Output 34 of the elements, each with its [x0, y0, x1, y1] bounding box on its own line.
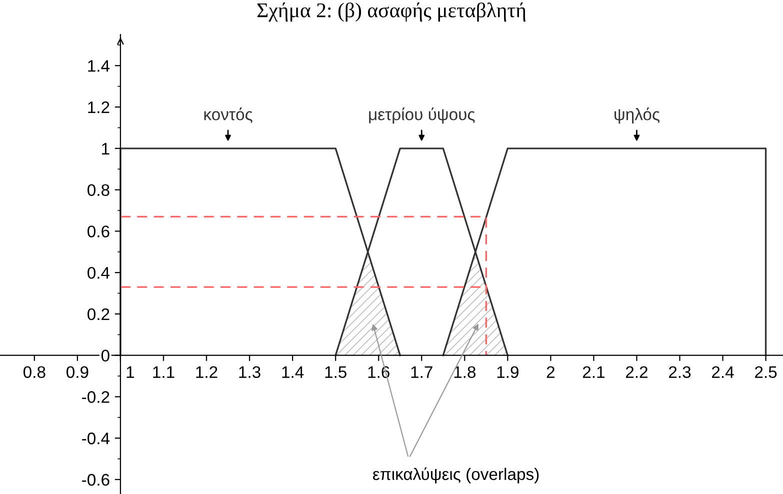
y-tick-label: 0.2 [88, 308, 110, 320]
x-tick-label: 1.6 [368, 366, 390, 378]
series-label: μετρίου ύψους [369, 108, 475, 124]
x-tick-label: 1.2 [196, 366, 218, 378]
series-label: ψηλός [614, 108, 660, 124]
y-tick-label: 0.4 [88, 266, 110, 279]
x-tick-label: 1.4 [282, 366, 304, 378]
y-tick-label: 1.2 [88, 101, 110, 114]
x-tick-label: 1.7 [411, 366, 432, 378]
x-tick-label: 1.3 [239, 366, 260, 378]
y-tick-label: -0.6 [82, 474, 110, 486]
x-tick-label: 1.8 [454, 366, 476, 378]
x-tick-label: 0.8 [23, 366, 46, 378]
x-tick-label: 2.3 [669, 366, 691, 378]
y-tick-label: -0.4 [82, 432, 110, 444]
y-tick-label: 1 [102, 142, 110, 154]
x-tick-label: 1.5 [325, 366, 346, 378]
x-tick-label: 2.5 [755, 366, 777, 378]
x-tick-label: 2.4 [712, 366, 734, 378]
x-tick-label: 1.1 [153, 366, 174, 378]
x-tick-label: 1 [126, 366, 134, 378]
x-tick-label: 2.1 [582, 366, 604, 378]
y-tick-label: 0.8 [88, 184, 110, 196]
x-tick-label: 2 [546, 366, 554, 378]
y-tick-label: 0 [101, 350, 110, 362]
x-tick-label: 1.9 [497, 366, 518, 378]
series-label: κοντός [204, 108, 252, 123]
x-tick-label: 0.9 [66, 366, 88, 378]
y-tick-label: 1.4 [88, 60, 110, 72]
annotation: επικαλύψεις (overlaps) [372, 467, 539, 484]
x-tick-label: 2.2 [626, 366, 648, 378]
chart-title: Σχήμα 2: (β) ασαφής μεταβλητή [257, 2, 526, 22]
y-tick-label: -0.2 [82, 391, 110, 403]
y-tick-label: 0.6 [88, 226, 110, 238]
